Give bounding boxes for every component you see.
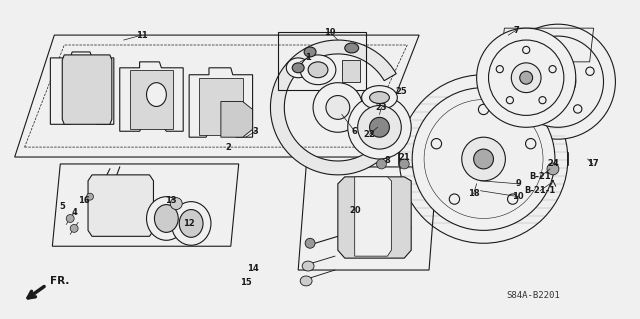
Bar	[199, 78, 243, 135]
Text: 10: 10	[513, 192, 524, 201]
Ellipse shape	[66, 214, 74, 222]
Polygon shape	[120, 62, 183, 131]
Ellipse shape	[399, 75, 568, 243]
Polygon shape	[355, 177, 392, 256]
Ellipse shape	[300, 55, 336, 85]
Text: 21: 21	[398, 152, 410, 161]
Text: S84A-B2201: S84A-B2201	[506, 291, 560, 300]
Ellipse shape	[348, 96, 411, 159]
Text: 20: 20	[349, 206, 360, 215]
Ellipse shape	[86, 193, 93, 200]
Ellipse shape	[305, 238, 315, 248]
Ellipse shape	[520, 71, 532, 84]
Wedge shape	[271, 40, 401, 175]
Ellipse shape	[313, 83, 363, 132]
Bar	[342, 60, 360, 82]
Text: 13: 13	[166, 196, 177, 205]
Ellipse shape	[512, 36, 604, 127]
Text: FR.: FR.	[51, 276, 70, 286]
Ellipse shape	[508, 194, 518, 204]
Text: 25: 25	[396, 87, 407, 96]
Ellipse shape	[345, 43, 358, 53]
Ellipse shape	[147, 83, 166, 107]
Ellipse shape	[292, 63, 304, 73]
Ellipse shape	[369, 92, 389, 103]
Text: 1: 1	[305, 53, 311, 63]
Text: 9: 9	[515, 179, 521, 188]
Text: 14: 14	[246, 263, 259, 272]
Ellipse shape	[147, 197, 186, 240]
Ellipse shape	[172, 202, 211, 245]
Text: 3: 3	[253, 127, 259, 136]
Ellipse shape	[534, 105, 542, 113]
Ellipse shape	[369, 117, 389, 137]
Ellipse shape	[399, 159, 409, 169]
Ellipse shape	[573, 105, 582, 113]
Text: 6: 6	[352, 127, 358, 136]
Text: 16: 16	[78, 196, 90, 205]
Text: 8: 8	[385, 157, 390, 166]
Ellipse shape	[547, 163, 559, 175]
Ellipse shape	[549, 66, 556, 73]
Ellipse shape	[308, 62, 328, 78]
Text: 2: 2	[226, 143, 232, 152]
Ellipse shape	[540, 64, 576, 100]
Ellipse shape	[461, 137, 506, 181]
Text: 22: 22	[364, 130, 376, 139]
Ellipse shape	[304, 47, 316, 57]
Ellipse shape	[500, 24, 616, 139]
Text: 5: 5	[60, 202, 65, 211]
Ellipse shape	[300, 276, 312, 286]
Polygon shape	[338, 177, 411, 258]
Ellipse shape	[412, 88, 555, 230]
Ellipse shape	[525, 138, 536, 149]
Text: 24: 24	[547, 160, 559, 168]
Ellipse shape	[358, 106, 401, 149]
Text: 18: 18	[468, 189, 479, 198]
Text: 23: 23	[376, 103, 387, 112]
Text: B-21-1: B-21-1	[524, 186, 556, 195]
Ellipse shape	[70, 225, 78, 232]
Ellipse shape	[326, 96, 349, 119]
Ellipse shape	[170, 198, 182, 210]
Ellipse shape	[506, 97, 513, 104]
Ellipse shape	[586, 67, 594, 75]
Ellipse shape	[286, 58, 310, 78]
Ellipse shape	[376, 159, 387, 169]
Ellipse shape	[523, 46, 530, 54]
Text: 12: 12	[183, 219, 195, 228]
Polygon shape	[88, 175, 154, 236]
Ellipse shape	[431, 138, 442, 149]
Text: B-21: B-21	[529, 172, 551, 181]
Ellipse shape	[154, 204, 179, 232]
Polygon shape	[62, 55, 112, 124]
Text: 19: 19	[324, 28, 336, 37]
Ellipse shape	[539, 97, 546, 104]
Ellipse shape	[362, 85, 397, 109]
Ellipse shape	[511, 63, 541, 93]
Bar	[130, 70, 173, 129]
Text: 11: 11	[136, 31, 147, 40]
Text: 7: 7	[513, 26, 519, 35]
Ellipse shape	[554, 44, 562, 52]
Ellipse shape	[496, 66, 503, 73]
Bar	[278, 32, 365, 90]
Ellipse shape	[449, 194, 460, 204]
Ellipse shape	[477, 28, 576, 127]
Polygon shape	[189, 68, 253, 137]
Ellipse shape	[488, 40, 564, 115]
Text: 17: 17	[587, 160, 598, 168]
Ellipse shape	[474, 149, 493, 169]
Text: 15: 15	[240, 278, 252, 287]
Text: 4: 4	[71, 208, 77, 217]
Ellipse shape	[302, 261, 314, 271]
Ellipse shape	[522, 67, 530, 75]
Polygon shape	[51, 52, 114, 124]
Polygon shape	[221, 101, 253, 137]
Ellipse shape	[550, 74, 566, 90]
Ellipse shape	[479, 104, 489, 115]
Ellipse shape	[179, 210, 203, 237]
